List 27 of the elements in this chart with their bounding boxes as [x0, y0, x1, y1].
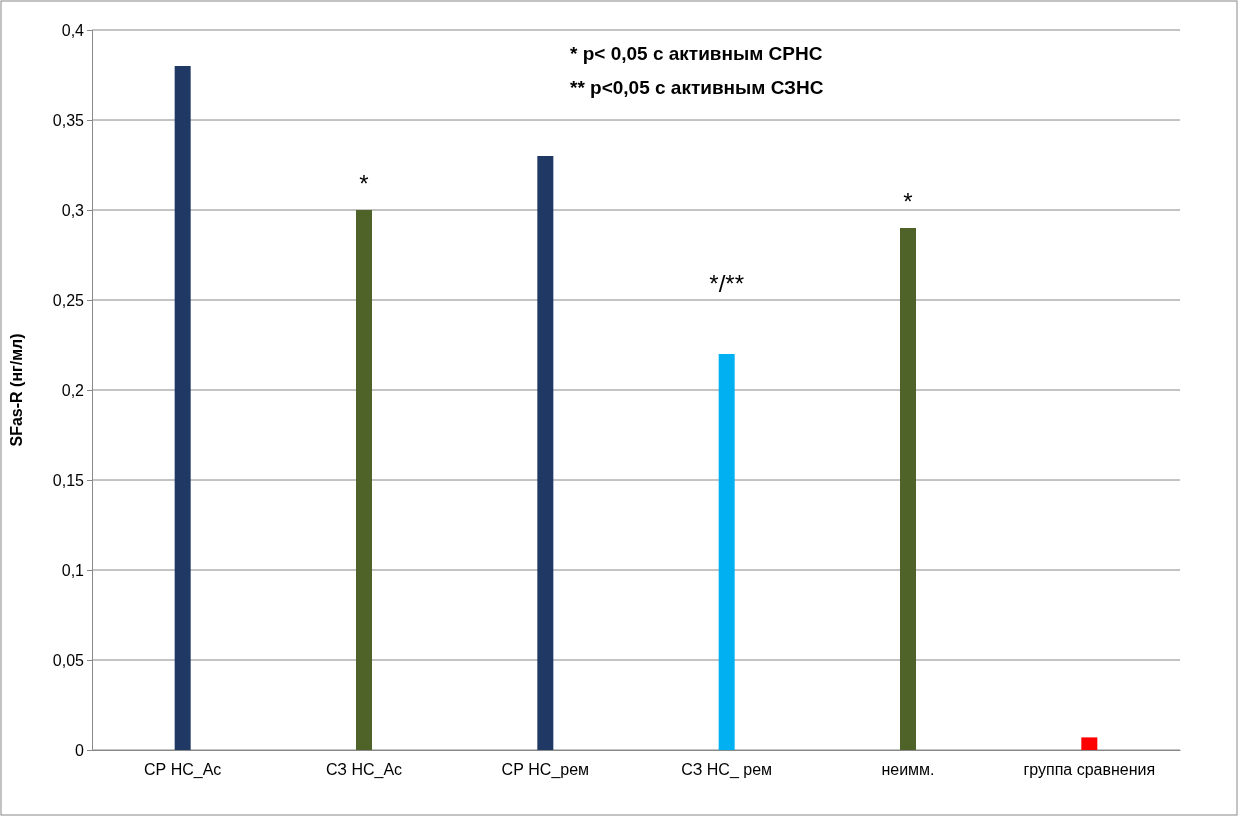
annotation: */**: [709, 270, 745, 297]
x-tick-label: неимм.: [881, 761, 935, 779]
annotation: *: [359, 170, 369, 197]
x-tick-label: СР НС_рем: [501, 761, 590, 780]
y-tick-label: 0,3: [61, 201, 85, 219]
y-tick-label: 0: [75, 741, 85, 759]
y-tick-label: 0,05: [52, 651, 85, 669]
bar: [718, 354, 735, 750]
y-tick-label: 0,1: [61, 561, 85, 579]
x-tick-label: СЗ НС_Ас: [325, 761, 403, 780]
y-tick-label: 0,25: [52, 291, 85, 309]
x-tick-label: СЗ НС_ рем: [681, 761, 773, 780]
y-tick-label: 0,15: [52, 471, 85, 489]
bar: [174, 66, 191, 750]
bar: [900, 228, 916, 750]
bar: [537, 156, 554, 750]
x-tick-label: группа сравнения: [1023, 761, 1156, 779]
y-axis-title: SFas-R (нг/мл): [8, 333, 25, 447]
bar: [1081, 737, 1098, 750]
y-tick-label: 0,35: [52, 111, 85, 129]
annotation: *: [903, 188, 913, 215]
annotation: ** p<0,05 с активным СЗНС: [570, 77, 824, 98]
bar: [356, 210, 372, 750]
y-tick-label: 0,4: [61, 21, 85, 39]
y-tick-label: 0,2: [61, 381, 85, 399]
annotation: * p< 0,05 с активным СРНС: [570, 43, 823, 64]
x-tick-label: СР НС_Ас: [143, 761, 222, 780]
